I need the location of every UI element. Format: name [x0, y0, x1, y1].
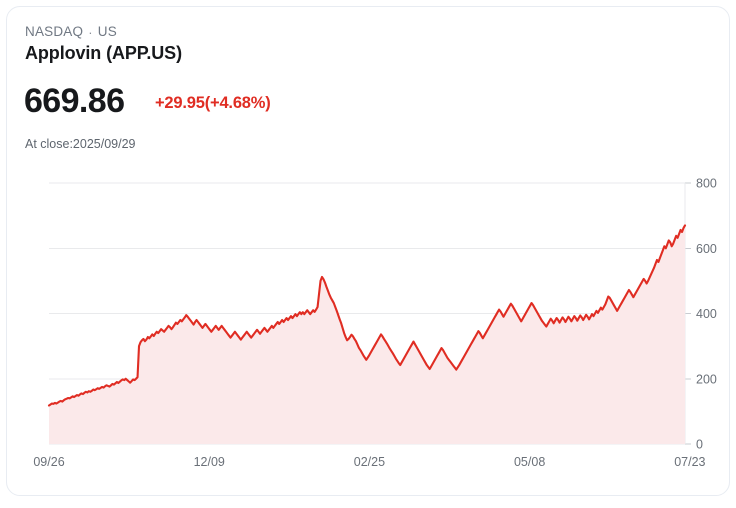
current-price: 669.86: [24, 82, 125, 120]
x-axis-label: 02/25: [354, 455, 385, 469]
chart-x-axis-labels: 09/26 12/09 02/25 05/08 07/23: [33, 455, 705, 469]
x-axis-label: 09/26: [33, 455, 64, 469]
y-axis-label: 800: [696, 177, 717, 191]
x-axis-label: 05/08: [514, 455, 545, 469]
stock-quote-card: NASDAQ · US Applovin (APP.US) 669.86 +29.9…: [6, 6, 730, 496]
y-axis-label: 200: [696, 372, 717, 386]
region-label: US: [97, 24, 117, 39]
exchange-region-row: NASDAQ · US: [25, 24, 117, 40]
x-axis-label: 07/23: [674, 455, 705, 469]
x-axis-label: 12/09: [194, 455, 225, 469]
y-axis-label: 400: [696, 307, 717, 321]
separator-dot: ·: [88, 24, 93, 40]
y-axis-label: 0: [696, 438, 703, 452]
page-title: Applovin (APP.US): [25, 43, 182, 63]
market-status: At close:2025/09/29: [25, 137, 136, 151]
exchange-label: NASDAQ: [25, 24, 84, 39]
chart-y-axis-labels: 0 200 400 600 800: [696, 177, 717, 452]
chart-line: [47, 224, 687, 407]
area-fill-path: [49, 225, 685, 444]
chart-area-fill: [49, 225, 685, 444]
price-line-path: [47, 224, 687, 407]
price-chart-svg[interactable]: 0 200 400 600 800 09/26 12/09 02/25 05/08 07/23: [7, 167, 730, 477]
price-change: +29.95(+4.68%): [155, 94, 271, 112]
y-axis-label: 600: [696, 242, 717, 256]
price-chart[interactable]: 0 200 400 600 800 09/26 12/09 02/25 05/08 07/23: [7, 167, 730, 477]
